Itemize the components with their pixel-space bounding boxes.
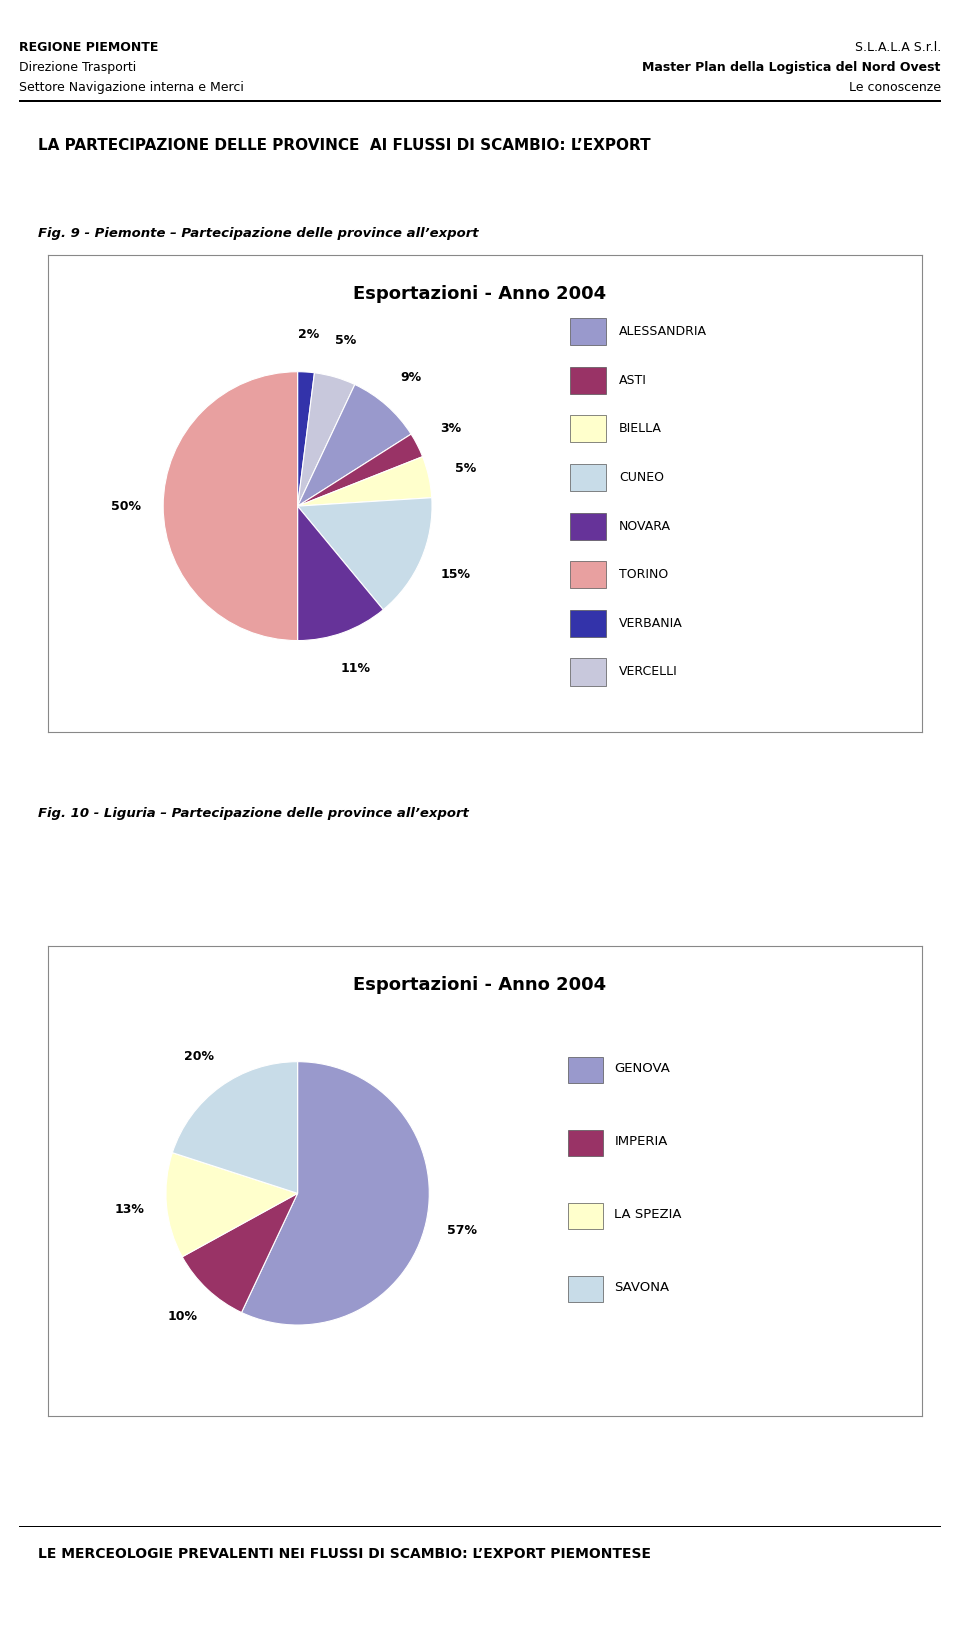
Text: Le conoscenze: Le conoscenze xyxy=(849,81,941,94)
Text: 9%: 9% xyxy=(401,370,422,384)
Wedge shape xyxy=(298,507,383,640)
Text: Settore Navigazione interna e Merci: Settore Navigazione interna e Merci xyxy=(19,81,244,94)
Text: 5%: 5% xyxy=(455,463,476,476)
Text: 5%: 5% xyxy=(335,334,356,347)
Text: Direzione Trasporti: Direzione Trasporti xyxy=(19,61,136,74)
Text: VERCELLI: VERCELLI xyxy=(619,665,678,678)
Text: VERBANIA: VERBANIA xyxy=(619,617,683,630)
Wedge shape xyxy=(166,1152,298,1258)
Text: REGIONE PIEMONTE: REGIONE PIEMONTE xyxy=(19,41,158,54)
Wedge shape xyxy=(182,1193,298,1312)
Wedge shape xyxy=(298,372,355,507)
Text: CUNEO: CUNEO xyxy=(619,471,663,484)
Text: S.L.A.L.A S.r.l.: S.L.A.L.A S.r.l. xyxy=(854,41,941,54)
Bar xyxy=(568,1131,603,1155)
Bar xyxy=(570,561,606,588)
Text: 11%: 11% xyxy=(341,662,371,675)
Text: Fig. 9 - Piemonte – Partecipazione delle province all’export: Fig. 9 - Piemonte – Partecipazione delle… xyxy=(38,227,479,240)
Bar xyxy=(570,415,606,443)
Bar xyxy=(568,1057,603,1083)
Text: 13%: 13% xyxy=(115,1203,145,1216)
Text: 2%: 2% xyxy=(298,328,319,341)
Text: ALESSANDRIA: ALESSANDRIA xyxy=(619,326,707,337)
Text: Esportazioni - Anno 2004: Esportazioni - Anno 2004 xyxy=(353,976,607,994)
Wedge shape xyxy=(163,372,298,640)
Wedge shape xyxy=(298,372,315,507)
Text: 3%: 3% xyxy=(441,421,462,435)
Wedge shape xyxy=(298,435,422,507)
Text: Fig. 10 - Liguria – Partecipazione delle province all’export: Fig. 10 - Liguria – Partecipazione delle… xyxy=(38,807,469,820)
Text: IMPERIA: IMPERIA xyxy=(614,1136,668,1149)
Text: TORINO: TORINO xyxy=(619,568,668,581)
Text: 57%: 57% xyxy=(447,1223,477,1236)
Bar xyxy=(570,658,606,685)
Text: 50%: 50% xyxy=(110,500,140,512)
Bar xyxy=(568,1203,603,1230)
Text: ASTI: ASTI xyxy=(619,374,647,387)
Text: 10%: 10% xyxy=(167,1310,197,1323)
Text: Master Plan della Logistica del Nord Ovest: Master Plan della Logistica del Nord Ove… xyxy=(642,61,941,74)
Wedge shape xyxy=(298,456,432,507)
Bar xyxy=(570,367,606,393)
Text: LA PARTECIPAZIONE DELLE PROVINCE  AI FLUSSI DI SCAMBIO: L’EXPORT: LA PARTECIPAZIONE DELLE PROVINCE AI FLUS… xyxy=(38,138,651,153)
Text: NOVARA: NOVARA xyxy=(619,520,671,533)
Text: GENOVA: GENOVA xyxy=(614,1062,670,1075)
Text: 15%: 15% xyxy=(441,568,470,581)
Bar xyxy=(570,318,606,346)
Bar xyxy=(568,1276,603,1302)
Bar xyxy=(570,464,606,491)
Wedge shape xyxy=(242,1062,429,1325)
Text: SAVONA: SAVONA xyxy=(614,1281,669,1294)
Text: 20%: 20% xyxy=(183,1050,213,1063)
Wedge shape xyxy=(298,385,411,507)
Wedge shape xyxy=(298,497,432,609)
Text: LA SPEZIA: LA SPEZIA xyxy=(614,1208,682,1221)
Text: BIELLA: BIELLA xyxy=(619,423,661,435)
Text: Esportazioni - Anno 2004: Esportazioni - Anno 2004 xyxy=(353,285,607,303)
Wedge shape xyxy=(173,1062,298,1193)
Text: LE MERCEOLOGIE PREVALENTI NEI FLUSSI DI SCAMBIO: L’EXPORT PIEMONTESE: LE MERCEOLOGIE PREVALENTI NEI FLUSSI DI … xyxy=(38,1547,652,1562)
Bar xyxy=(570,609,606,637)
Bar xyxy=(570,512,606,540)
